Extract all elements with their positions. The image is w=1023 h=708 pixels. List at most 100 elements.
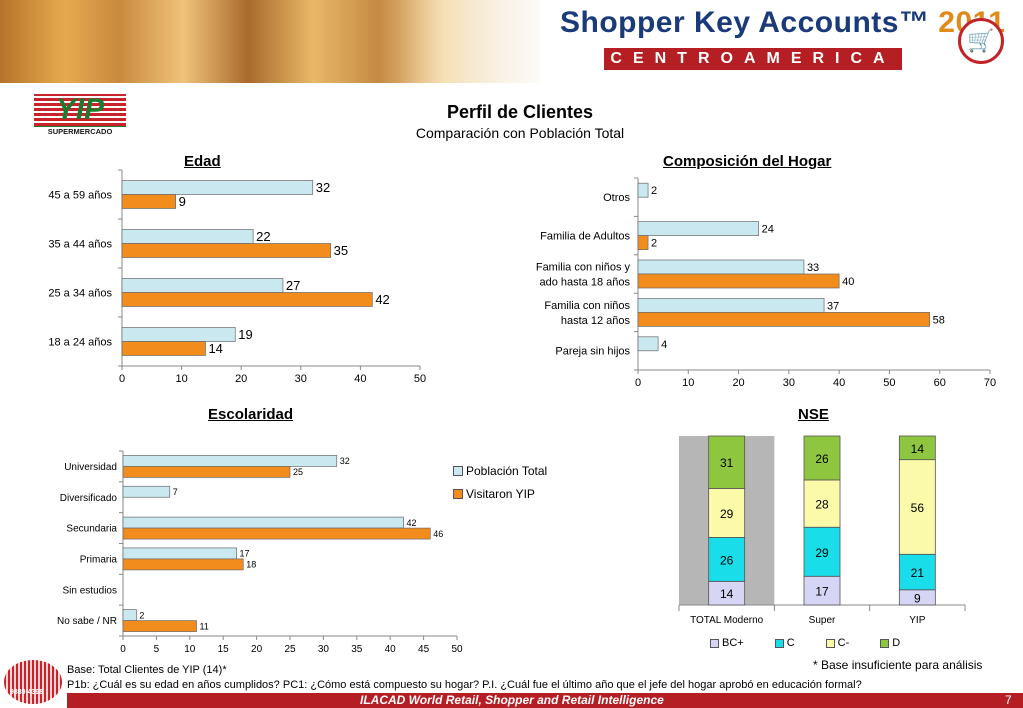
x-tick-label: 30 (295, 373, 307, 385)
category-label: 35 a 44 años (48, 238, 112, 250)
nse-legend-d: D (880, 637, 900, 649)
bar-visitaron (121, 292, 373, 307)
data-label: 25 (293, 467, 303, 477)
footer-bar (67, 693, 1023, 708)
x-tick-label: 20 (235, 373, 247, 385)
bar-visitaron (637, 235, 649, 250)
bar-visitaron (122, 620, 197, 632)
nse-legend-c: C (774, 637, 795, 649)
data-label: 22 (256, 229, 270, 244)
x-tick-label: 35 (351, 644, 363, 655)
bar-visitaron (122, 527, 431, 540)
category-label: Universidad (64, 462, 117, 473)
category-label: Otros (603, 192, 630, 204)
nse-bar-segment (898, 435, 936, 461)
chart-title-edad: Edad (184, 153, 221, 170)
bar-visitaron (121, 194, 176, 209)
x-tick-label: 0 (119, 373, 125, 385)
x-tick-label: 0 (120, 644, 126, 655)
bar-visitaron (122, 558, 244, 571)
yip-logo: YIP SUPERMERCADO (34, 94, 126, 136)
nse-bar-segment (708, 537, 746, 582)
nse-data-label: 28 (815, 498, 829, 512)
x-tick-label: 40 (833, 377, 845, 389)
data-label: 14 (208, 341, 222, 356)
x-tick-label: 50 (451, 644, 463, 655)
x-tick-label: 25 (284, 644, 296, 655)
bar-poblacion (121, 278, 284, 293)
x-tick-label: 20 (732, 377, 744, 389)
data-label: 32 (340, 456, 350, 466)
nse-data-label: 26 (720, 553, 734, 567)
bar-poblacion (637, 298, 825, 313)
category-label: Primaria (80, 554, 118, 565)
category-label: No sabe / NR (57, 616, 117, 627)
nse-data-label: 26 (815, 452, 829, 466)
nse-data-label: 31 (720, 456, 734, 470)
category-label: ado hasta 18 años (539, 276, 630, 288)
data-label: 58 (933, 314, 945, 326)
bar-visitaron (121, 243, 331, 258)
nse-category-label: TOTAL Moderno (690, 615, 764, 626)
category-label: 18 a 24 años (48, 336, 112, 348)
logo-sub: SUPERMERCADO (34, 126, 126, 137)
bar-visitaron (637, 312, 931, 327)
bar-visitaron (121, 341, 206, 356)
x-tick-label: 10 (175, 373, 187, 385)
data-label: 42 (407, 518, 417, 528)
chart-title-hogar: Composición del Hogar (663, 153, 832, 170)
bar-poblacion (122, 485, 171, 498)
bar-poblacion (637, 221, 760, 236)
cart-icon: 🛒 (958, 18, 1004, 64)
bar-visitaron (637, 273, 840, 289)
nse-bar-segment (708, 487, 746, 538)
nse-legend-bc: BC+ (710, 637, 744, 649)
category-label: Diversificado (60, 493, 118, 504)
x-tick-label: 40 (354, 373, 366, 385)
data-label: 42 (375, 292, 389, 307)
x-tick-label: 5 (154, 644, 160, 655)
legend-item-poblacion: Población Total (453, 459, 547, 482)
x-tick-label: 60 (934, 377, 946, 389)
chart-title-escolaridad: Escolaridad (208, 406, 294, 423)
data-label: 40 (842, 276, 854, 288)
data-label: 24 (762, 224, 774, 236)
x-tick-label: 30 (783, 377, 795, 389)
insufficient-note: * Base insuficiente para análisis (813, 658, 983, 672)
category-label: Familia con niños y (536, 261, 631, 273)
data-label: 17 (240, 549, 250, 559)
nse-legend-cminus: C- (825, 637, 849, 649)
bar-poblacion (122, 547, 237, 560)
bar-poblacion (122, 609, 137, 621)
footer-text: ILACAD World Retail, Shopper and Retail … (360, 693, 664, 707)
category-label: 25 a 34 años (48, 287, 112, 299)
data-label: 7 (173, 487, 178, 497)
nse-legend: BC+ C C- D (710, 637, 931, 649)
category-label: Sin estudios (63, 585, 117, 596)
bar-poblacion (121, 180, 314, 195)
bar-poblacion (122, 455, 338, 467)
legend-swatch-visitaron (453, 488, 463, 499)
x-tick-label: 15 (218, 644, 230, 655)
nse-data-label: 14 (720, 587, 734, 601)
nse-bar-segment (803, 435, 841, 481)
data-label: 32 (316, 180, 330, 195)
data-label: 27 (286, 278, 300, 293)
data-label: 35 (334, 243, 348, 258)
chart-title-nse: NSE (798, 406, 829, 423)
bar-poblacion (121, 327, 236, 342)
nse-data-label: 17 (815, 585, 829, 599)
data-label: 4 (661, 339, 667, 351)
x-tick-label: 50 (883, 377, 895, 389)
legend-item-visitaron: Visitaron YIP (453, 482, 547, 505)
page-title: Perfil de Clientes (446, 102, 594, 122)
nse-data-label: 21 (911, 566, 925, 580)
category-label: hasta 12 años (561, 315, 631, 327)
nse-category-label: Super (809, 615, 836, 626)
nse-data-label: 29 (815, 546, 829, 560)
x-tick-label: 50 (414, 373, 426, 385)
nse-bar-segment (898, 459, 936, 555)
chart-legend: Población Total Visitaron YIP (453, 459, 547, 505)
nse-data-label: 14 (911, 442, 925, 456)
